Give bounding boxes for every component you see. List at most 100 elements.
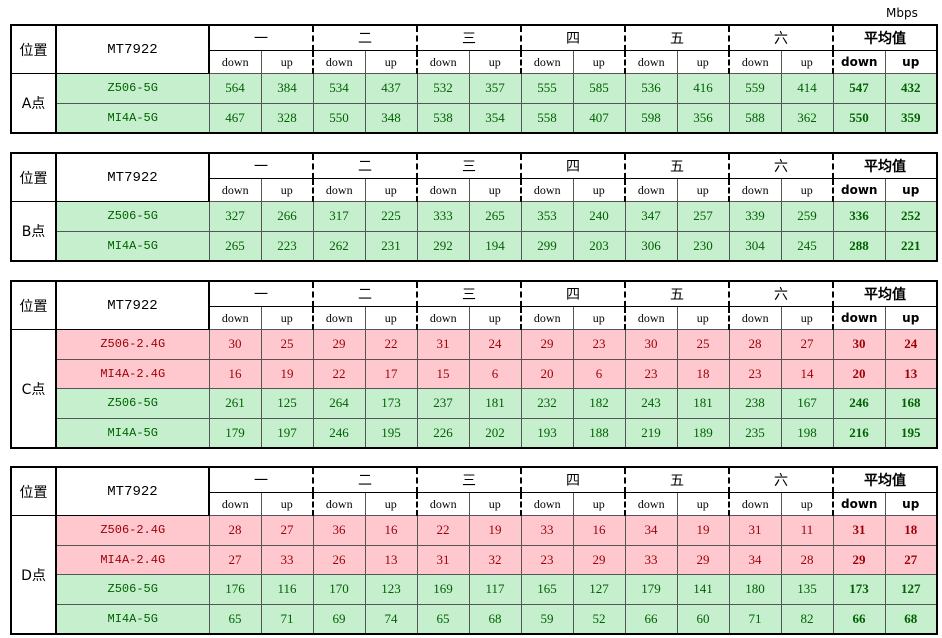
group-header: 一 bbox=[208, 466, 314, 493]
subheader: down bbox=[208, 50, 262, 74]
speed-table: 位置 MT7922 一二三四五六平均值 down up down up down up down u… bbox=[10, 280, 938, 449]
subheader: up bbox=[364, 178, 418, 202]
cell-value: 117 bbox=[468, 574, 522, 605]
subheader: down bbox=[208, 492, 262, 516]
cell-value: 195 bbox=[884, 417, 938, 449]
cell-value: 353 bbox=[520, 201, 574, 232]
row-name: Z506-5G bbox=[55, 388, 210, 419]
subheader: down bbox=[520, 50, 574, 74]
subheader: down bbox=[728, 50, 782, 74]
cell-value: 327 bbox=[208, 201, 262, 232]
cell-value: 28 bbox=[208, 515, 262, 546]
speed-table: 位置 MT7922 一二三四五六平均值 down up down up down up down u… bbox=[10, 466, 938, 635]
cell-value: 74 bbox=[364, 603, 418, 635]
cell-value: 432 bbox=[884, 73, 938, 104]
group-header: 二 bbox=[312, 24, 418, 51]
cell-value: 356 bbox=[676, 102, 730, 134]
cell-value: 304 bbox=[728, 230, 782, 262]
subheader: up bbox=[364, 50, 418, 74]
group-header: 一 bbox=[208, 152, 314, 179]
cell-value: 60 bbox=[676, 603, 730, 635]
cell-value: 252 bbox=[884, 201, 938, 232]
subheader-row: down up down up down up down up down up down up down… bbox=[11, 306, 938, 330]
cell-value: 69 bbox=[312, 603, 366, 635]
subheader: up bbox=[884, 306, 938, 330]
cell-value: 173 bbox=[832, 574, 886, 605]
cell-value: 31 bbox=[416, 544, 470, 575]
cell-value: 588 bbox=[728, 102, 782, 134]
cell-value: 558 bbox=[520, 102, 574, 134]
subheader-row: down up down up down up down up down up down up down… bbox=[11, 50, 938, 74]
cell-value: 195 bbox=[364, 417, 418, 449]
data-row: MI4A-5G 467 328 550 348 538 354 558 407 598 356 588… bbox=[11, 102, 938, 134]
cell-value: 231 bbox=[364, 230, 418, 262]
cell-value: 33 bbox=[520, 515, 574, 546]
cell-value: 226 bbox=[416, 417, 470, 449]
cell-value: 125 bbox=[260, 388, 314, 419]
cell-value: 223 bbox=[260, 230, 314, 262]
subheader: down bbox=[520, 492, 574, 516]
cell-value: 169 bbox=[416, 574, 470, 605]
cell-value: 23 bbox=[624, 358, 678, 389]
cell-value: 336 bbox=[832, 201, 886, 232]
subheader: up bbox=[468, 306, 522, 330]
subheader: down bbox=[312, 492, 366, 516]
cell-value: 16 bbox=[208, 358, 262, 389]
subheader: up bbox=[676, 50, 730, 74]
cell-value: 237 bbox=[416, 388, 470, 419]
cell-value: 31 bbox=[728, 515, 782, 546]
group-header: 六 bbox=[728, 24, 834, 51]
subheader: up bbox=[364, 306, 418, 330]
subheader: up bbox=[676, 306, 730, 330]
cell-value: 547 bbox=[832, 73, 886, 104]
subheader: down bbox=[416, 306, 470, 330]
cell-value: 13 bbox=[364, 544, 418, 575]
cell-value: 173 bbox=[364, 388, 418, 419]
cell-value: 339 bbox=[728, 201, 782, 232]
group-header: 二 bbox=[312, 280, 418, 307]
cell-value: 65 bbox=[208, 603, 262, 635]
group-header: 平均值 bbox=[832, 280, 938, 307]
cell-value: 188 bbox=[572, 417, 626, 449]
cell-value: 181 bbox=[468, 388, 522, 419]
header-row: 位置 MT7922 一二三四五六平均值 bbox=[10, 466, 938, 516]
subheader: up bbox=[468, 50, 522, 74]
group-header: 平均值 bbox=[832, 466, 938, 493]
cell-value: 219 bbox=[624, 417, 678, 449]
cell-value: 317 bbox=[312, 201, 366, 232]
cell-value: 564 bbox=[208, 73, 262, 104]
cell-value: 181 bbox=[676, 388, 730, 419]
data-row: Z506-5G 261 125 264 173 237 181 232 182 243 181 238… bbox=[11, 388, 938, 419]
cell-value: 333 bbox=[416, 201, 470, 232]
row-name: Z506-5G bbox=[55, 574, 210, 605]
data-row: B点 Z506-5G 327 266 317 225 333 265 353 240 347 257 3… bbox=[10, 201, 938, 262]
cell-value: 232 bbox=[520, 388, 574, 419]
cell-value: 16 bbox=[364, 515, 418, 546]
cell-value: 36 bbox=[312, 515, 366, 546]
data-row: MI4A-2.4G 16 19 22 17 15 6 20 6 23 18 23 14 20 13 bbox=[11, 358, 938, 389]
subheader: up bbox=[468, 178, 522, 202]
cell-value: 243 bbox=[624, 388, 678, 419]
row-name: MI4A-2.4G bbox=[55, 544, 210, 575]
subheader: down bbox=[832, 178, 886, 202]
cell-value: 193 bbox=[520, 417, 574, 449]
subheader: up bbox=[780, 178, 834, 202]
header-row: 位置 MT7922 一二三四五六平均值 bbox=[10, 24, 938, 74]
cell-value: 127 bbox=[884, 574, 938, 605]
cell-value: 32 bbox=[468, 544, 522, 575]
cell-value: 246 bbox=[832, 388, 886, 419]
group-header: 五 bbox=[624, 152, 730, 179]
row-name: MI4A-5G bbox=[55, 102, 210, 134]
subheader: down bbox=[208, 306, 262, 330]
subheader: up bbox=[884, 50, 938, 74]
group-header: 五 bbox=[624, 24, 730, 51]
cell-value: 348 bbox=[364, 102, 418, 134]
cell-value: 14 bbox=[780, 358, 834, 389]
cell-value: 34 bbox=[624, 515, 678, 546]
cell-value: 359 bbox=[884, 102, 938, 134]
group-header: 三 bbox=[416, 152, 522, 179]
group-header: 二 bbox=[312, 466, 418, 493]
cell-value: 65 bbox=[416, 603, 470, 635]
cell-value: 299 bbox=[520, 230, 574, 262]
